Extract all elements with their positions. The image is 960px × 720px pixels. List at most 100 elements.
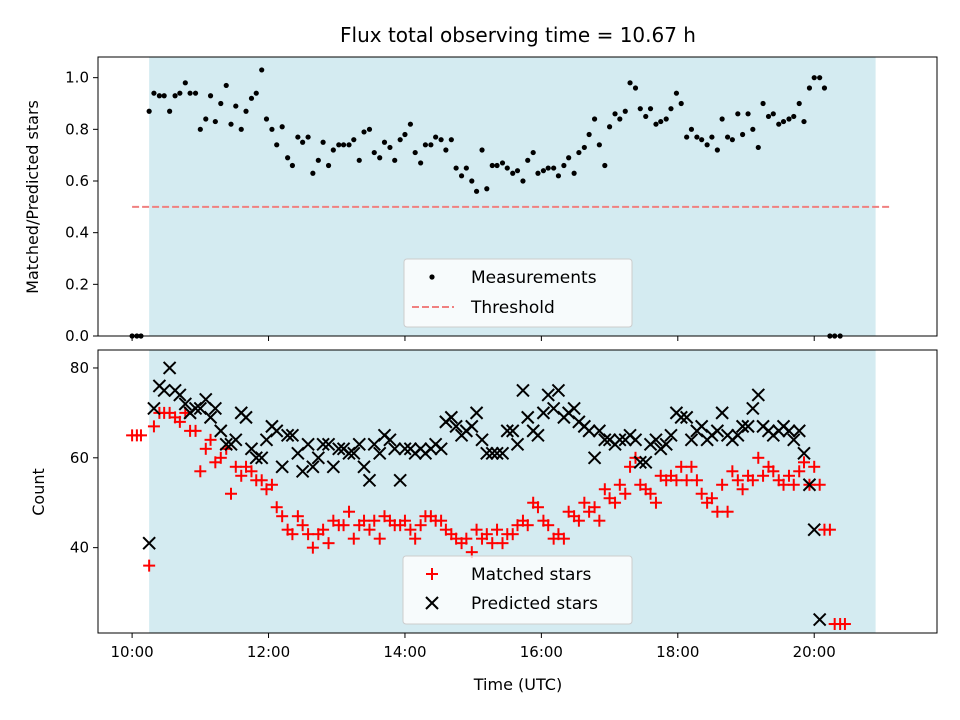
measurement-point bbox=[381, 139, 388, 145]
measurement-point bbox=[551, 165, 557, 171]
measurement-point bbox=[469, 178, 475, 184]
matched-point bbox=[409, 532, 422, 545]
measurement-point bbox=[172, 93, 178, 99]
measurement-point bbox=[351, 137, 357, 143]
bottom-legend-box bbox=[402, 555, 633, 625]
matched-point bbox=[291, 510, 304, 523]
predicted-point-b bbox=[193, 401, 208, 416]
predicted-point bbox=[628, 433, 643, 447]
predicted-point bbox=[710, 424, 725, 438]
measurement-point bbox=[371, 149, 377, 156]
matched-point bbox=[347, 532, 360, 545]
measurement-point bbox=[596, 142, 602, 148]
matched-point bbox=[368, 514, 381, 527]
matched-point bbox=[491, 523, 504, 536]
predicted-point bbox=[229, 433, 243, 447]
measurement-point bbox=[259, 67, 265, 73]
predicted-point bbox=[521, 410, 535, 425]
predicted-point bbox=[664, 428, 678, 443]
measurement-point bbox=[750, 126, 756, 132]
measurement-point bbox=[422, 142, 429, 148]
measurement-point bbox=[540, 168, 547, 174]
predicted-point bbox=[582, 424, 596, 438]
measurement-point bbox=[745, 111, 751, 117]
x-tick-label: 12:00 bbox=[247, 643, 290, 661]
matched-point bbox=[486, 537, 499, 550]
predicted-point-b bbox=[802, 478, 817, 492]
predicted-point bbox=[203, 410, 218, 425]
y-tick-label: 80 bbox=[70, 359, 89, 377]
predicted-point bbox=[465, 419, 479, 434]
matched-point bbox=[593, 514, 606, 527]
measurement-point bbox=[673, 90, 680, 96]
measurement-point bbox=[780, 118, 787, 125]
predicted-point bbox=[506, 424, 520, 438]
measurement-point bbox=[433, 134, 439, 140]
top-legend-box bbox=[403, 258, 633, 328]
predicted-point-b bbox=[162, 361, 177, 375]
predicted-point-b bbox=[639, 455, 653, 470]
matched-point bbox=[777, 478, 790, 491]
matched-point bbox=[404, 523, 417, 536]
x-tick-label: 14:00 bbox=[383, 643, 426, 661]
predicted-point bbox=[807, 522, 821, 537]
matched-point bbox=[521, 519, 534, 532]
measurement-point bbox=[514, 168, 521, 174]
matched-point bbox=[286, 528, 299, 541]
predicted-point bbox=[551, 383, 566, 398]
measurement-point bbox=[555, 173, 562, 179]
measurement-point bbox=[197, 126, 203, 132]
top-y-ticks: 0.0 0.2 0.4 0.6 0.8 1.0 bbox=[65, 69, 98, 345]
predicted-point-b bbox=[679, 410, 694, 425]
measurement-point bbox=[192, 90, 199, 96]
predicted-point bbox=[357, 460, 371, 474]
matched-point bbox=[480, 528, 493, 541]
matched-point bbox=[746, 474, 759, 487]
measurement-point bbox=[801, 118, 807, 125]
measurement-point bbox=[622, 108, 628, 114]
measurement-point bbox=[735, 111, 741, 117]
predicted-point-b bbox=[792, 424, 806, 438]
measurement-point bbox=[530, 149, 536, 156]
predicted-point bbox=[306, 460, 320, 474]
predicted-point-b bbox=[684, 433, 699, 447]
measurement-point bbox=[586, 131, 592, 138]
matched-point bbox=[173, 415, 186, 428]
top-axes-frame bbox=[97, 56, 938, 337]
predicted-point bbox=[147, 401, 161, 416]
predicted-point-b bbox=[270, 424, 284, 438]
measurement-point bbox=[458, 173, 465, 179]
predicted-point-b bbox=[444, 410, 459, 425]
predicted-point bbox=[280, 428, 295, 443]
y-tick-label: 0.6 bbox=[65, 172, 89, 190]
measurement-point bbox=[285, 155, 291, 161]
measurement-point bbox=[765, 113, 772, 120]
matched-point bbox=[711, 505, 724, 518]
legend-predicted-marker bbox=[425, 596, 439, 610]
measurement-point bbox=[243, 108, 249, 114]
matched-point bbox=[619, 487, 632, 500]
y-tick-label: 0.2 bbox=[65, 275, 89, 293]
predicted-point bbox=[388, 442, 402, 456]
predicted-point bbox=[434, 442, 448, 456]
predicted-point bbox=[746, 401, 760, 416]
predicted-point bbox=[444, 410, 459, 425]
predicted-point bbox=[332, 442, 346, 456]
predicted-point bbox=[802, 478, 817, 492]
matched-point bbox=[572, 514, 585, 527]
predicted-point bbox=[393, 473, 407, 487]
measurement-point bbox=[561, 162, 567, 169]
matched-point bbox=[147, 420, 160, 433]
predicted-point-b bbox=[490, 446, 504, 461]
matched-point bbox=[695, 487, 708, 500]
measurement-point bbox=[238, 126, 244, 132]
measurement-point bbox=[146, 108, 152, 114]
predicted-point-b bbox=[208, 401, 223, 416]
matched-point bbox=[649, 496, 662, 509]
measurement-point bbox=[811, 75, 817, 81]
predicted-point bbox=[321, 437, 336, 452]
matched-point bbox=[782, 469, 795, 482]
predicted-point-b bbox=[649, 433, 663, 447]
predicted-point bbox=[751, 388, 765, 402]
predicted-point-b bbox=[301, 437, 315, 452]
